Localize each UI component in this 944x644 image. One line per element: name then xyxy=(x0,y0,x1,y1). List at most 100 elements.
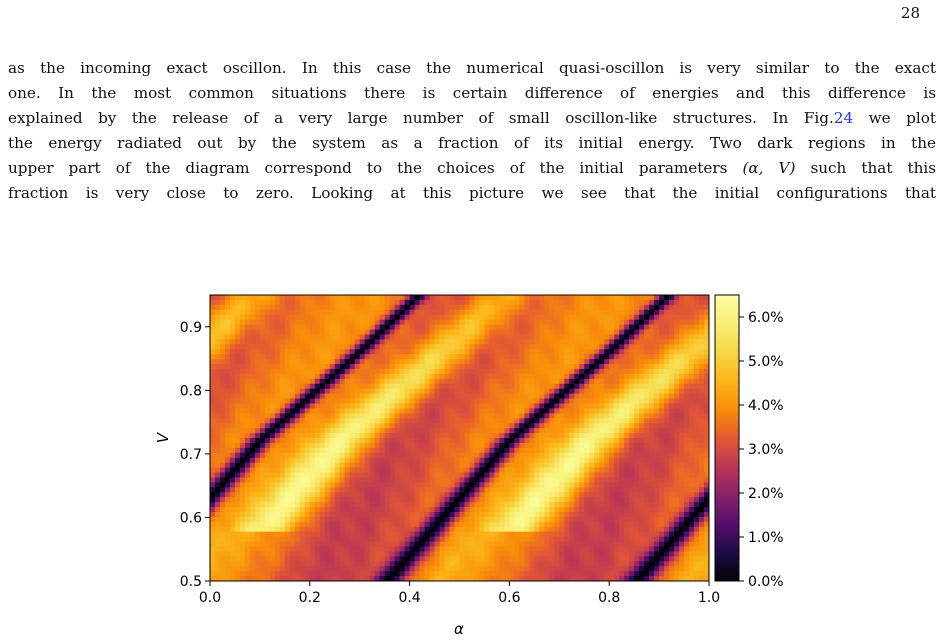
heatmap-cell xyxy=(214,324,221,331)
heatmap-cell xyxy=(609,447,615,454)
heatmap-cell xyxy=(544,314,550,321)
heatmap-cell xyxy=(274,408,281,414)
heatmap-cell xyxy=(619,531,625,538)
heatmap-cell xyxy=(254,462,261,469)
heatmap-cell xyxy=(454,477,461,483)
heatmap-cell xyxy=(344,324,351,331)
heatmap-cell xyxy=(569,482,575,488)
heatmap-cell xyxy=(319,497,326,503)
heatmap-cell xyxy=(404,344,411,350)
heatmap-cell xyxy=(294,383,301,390)
heatmap-cell xyxy=(339,492,346,498)
heatmap-cell xyxy=(654,472,660,479)
heatmap-cell xyxy=(299,309,306,316)
heatmap-cell xyxy=(519,304,525,311)
heatmap-cell xyxy=(309,462,316,469)
heatmap-cell xyxy=(644,403,650,410)
heatmap-cell xyxy=(489,477,496,483)
heatmap-cell xyxy=(444,438,451,444)
heatmap-cell xyxy=(639,497,645,503)
heatmap-cell xyxy=(429,531,436,538)
figure-reference-link[interactable]: 24 xyxy=(833,109,854,127)
heatmap-cell xyxy=(394,526,401,533)
heatmap-cell xyxy=(529,349,535,355)
heatmap-cell xyxy=(319,304,326,311)
heatmap-cell xyxy=(319,511,326,518)
heatmap-cell xyxy=(604,433,610,439)
heatmap-cell xyxy=(494,304,501,311)
heatmap-cell xyxy=(624,428,630,434)
heatmap-cell xyxy=(379,403,386,410)
heatmap-cell xyxy=(299,531,306,538)
heatmap-cell xyxy=(679,442,685,449)
heatmap-cell xyxy=(524,502,530,508)
heatmap-cell xyxy=(469,359,476,365)
heatmap-cell xyxy=(499,408,506,414)
heatmap-cell xyxy=(534,442,540,449)
heatmap-cell xyxy=(494,516,501,523)
heatmap-cell xyxy=(594,497,600,503)
heatmap-cell xyxy=(704,295,709,301)
heatmap-cell xyxy=(314,368,321,375)
heatmap-cell xyxy=(699,373,705,380)
heatmap-cell xyxy=(574,408,580,414)
heatmap-cell xyxy=(679,433,685,439)
heatmap-cell xyxy=(564,418,570,424)
heatmap-cell xyxy=(514,531,520,538)
heatmap-cell xyxy=(559,487,565,493)
heatmap-cell xyxy=(539,502,545,508)
heatmap-cell xyxy=(429,304,436,311)
heatmap-cell xyxy=(704,378,709,385)
heatmap-cell xyxy=(534,354,540,360)
heatmap-cell xyxy=(594,492,600,498)
heatmap-cell xyxy=(394,482,401,488)
heatmap-cell xyxy=(609,497,615,503)
heatmap-cell xyxy=(344,339,351,345)
heatmap-cell xyxy=(224,526,231,533)
heatmap-cell xyxy=(324,403,331,410)
heatmap-cell xyxy=(479,447,486,454)
heatmap-cell xyxy=(549,423,555,429)
heatmap-cell xyxy=(539,309,545,316)
heatmap-cell xyxy=(384,531,391,538)
heatmap-cell xyxy=(624,349,630,355)
heatmap-cell xyxy=(314,497,321,503)
heatmap-cell xyxy=(694,477,700,483)
heatmap-cell xyxy=(689,413,695,419)
heatmap-cell xyxy=(359,482,366,488)
heatmap-cell xyxy=(634,521,640,528)
heatmap-cell xyxy=(444,487,451,493)
heatmap-cell xyxy=(274,344,281,350)
heatmap-cell xyxy=(434,378,441,385)
heatmap-cell xyxy=(334,482,341,488)
heatmap-cell xyxy=(524,442,530,449)
heatmap-cell xyxy=(389,324,396,331)
heatmap-cell xyxy=(474,536,481,543)
heatmap-cell xyxy=(599,398,605,405)
heatmap-cell xyxy=(589,329,595,336)
heatmap-cell xyxy=(219,403,226,410)
heatmap-cell xyxy=(569,516,575,523)
heatmap-cell xyxy=(289,295,296,301)
heatmap-cell xyxy=(224,403,231,410)
heatmap-cell xyxy=(454,507,461,513)
heatmap-cell xyxy=(359,433,366,439)
heatmap-cell xyxy=(484,447,491,454)
heatmap-cell xyxy=(269,364,276,370)
heatmap-cell xyxy=(589,309,595,316)
heatmap-cell xyxy=(649,452,655,459)
heatmap-cell xyxy=(399,497,406,503)
heatmap-cell xyxy=(354,531,361,538)
heatmap-cell xyxy=(414,408,421,414)
heatmap-cell xyxy=(259,373,266,380)
heatmap-cell xyxy=(584,472,590,479)
heatmap-cell xyxy=(224,314,231,321)
heatmap-cell xyxy=(554,442,560,449)
heatmap-cell xyxy=(584,364,590,370)
heatmap-cell xyxy=(479,477,486,483)
heatmap-cell xyxy=(374,452,381,459)
heatmap-cell xyxy=(409,452,416,459)
heatmap-cell xyxy=(489,433,496,439)
heatmap-cell xyxy=(569,359,575,365)
heatmap-cell xyxy=(589,438,595,444)
